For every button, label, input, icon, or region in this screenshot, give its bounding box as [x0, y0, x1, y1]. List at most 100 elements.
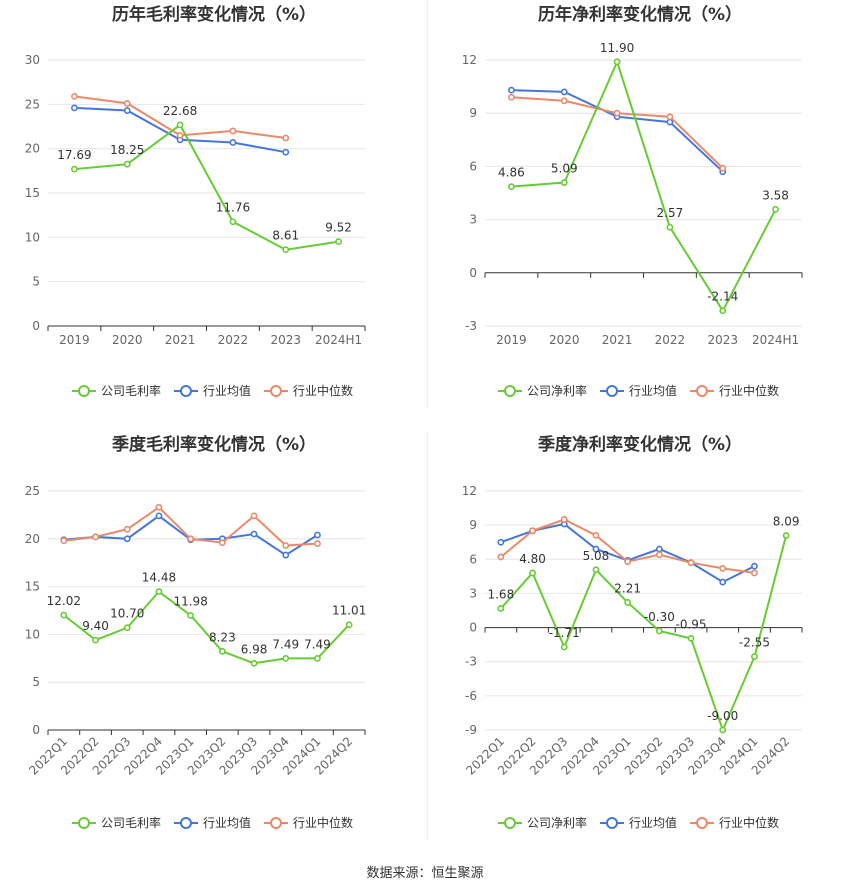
data-point-median — [155, 503, 163, 511]
data-label: -2.55 — [739, 636, 770, 650]
data-point-avg — [250, 530, 258, 538]
data-point-avg — [560, 88, 568, 96]
data-point-company — [782, 532, 790, 539]
data-point-company — [560, 179, 568, 186]
legend-swatch-marker — [504, 385, 516, 397]
legend-label: 行业中位数 — [719, 383, 779, 398]
data-point-company — [123, 624, 131, 632]
data-point-avg — [155, 512, 163, 520]
chart-panel-2: 季度毛利率变化情况（%）05101520252022Q12022Q22022Q3… — [25, 434, 367, 830]
data-point-company — [60, 611, 68, 619]
data-point-company — [92, 636, 99, 644]
data-label: 9.52 — [325, 221, 352, 235]
legend-swatch-marker — [78, 817, 90, 829]
x-tick-label: 2021 — [165, 333, 196, 347]
data-point-company — [508, 183, 515, 191]
legend-median[interactable]: 行业中位数 — [264, 383, 353, 398]
y-tick-label: 6 — [469, 552, 477, 566]
data-point-median — [250, 512, 258, 520]
x-tick-label: 2019 — [59, 333, 90, 347]
legend-swatch-marker — [270, 817, 282, 829]
x-tick-label: 2019 — [496, 333, 527, 347]
data-point-company — [772, 205, 779, 213]
y-tick-label: 0 — [32, 723, 40, 737]
data-point-company — [71, 165, 78, 173]
data-point-median — [218, 539, 226, 547]
data-point-median — [282, 134, 290, 142]
legend-company[interactable]: 公司净利率 — [498, 815, 587, 830]
legend-company[interactable]: 公司毛利率 — [72, 383, 161, 398]
y-tick-label: 6 — [469, 159, 477, 173]
data-point-company — [250, 659, 258, 667]
legend-avg[interactable]: 行业均值 — [600, 815, 677, 830]
legend-swatch-marker — [504, 817, 516, 829]
legend-label: 行业中位数 — [293, 383, 353, 398]
data-point-company — [155, 588, 163, 595]
legend-median[interactable]: 行业中位数 — [264, 815, 353, 830]
data-point-median — [592, 531, 600, 539]
data-label: 11.76 — [216, 201, 250, 215]
data-point-median — [529, 527, 536, 535]
legend-company[interactable]: 公司净利率 — [498, 383, 587, 398]
y-tick-label: 9 — [469, 518, 477, 532]
legend-label: 公司毛利率 — [101, 383, 161, 398]
chart-title: 历年净利率变化情况（%） — [538, 4, 742, 25]
data-label: 8.61 — [272, 229, 299, 243]
data-point-company — [666, 223, 674, 231]
data-point-avg — [655, 545, 663, 553]
data-label: 18.25 — [110, 143, 144, 157]
legend-median[interactable]: 行业中位数 — [690, 383, 779, 398]
data-label: 12.02 — [47, 594, 81, 608]
legend-swatch-marker — [78, 385, 90, 397]
data-point-median — [655, 551, 663, 559]
y-tick-label: 10 — [25, 230, 40, 244]
legend-avg[interactable]: 行业均值 — [174, 815, 251, 830]
data-label: 8.09 — [773, 514, 800, 528]
legend-swatch-marker — [180, 817, 192, 829]
x-tick-label: 2022 — [218, 333, 249, 347]
data-point-company — [719, 307, 727, 315]
legend-median[interactable]: 行业中位数 — [690, 815, 779, 830]
data-point-avg — [508, 86, 515, 94]
data-label: -1.71 — [549, 626, 580, 640]
series-line-company — [511, 58, 777, 313]
data-point-median — [508, 93, 515, 101]
x-tick-label: 2020 — [112, 333, 143, 347]
data-label: 11.01 — [332, 604, 366, 618]
data-label: 7.49 — [272, 637, 299, 651]
y-tick-label: 0 — [469, 266, 477, 280]
series-line-median — [511, 96, 724, 169]
legend-swatch-marker — [696, 385, 708, 397]
data-point-avg — [719, 578, 727, 586]
legend-swatch-marker — [606, 817, 618, 829]
data-point-median — [123, 100, 131, 107]
legend-avg[interactable]: 行业均值 — [174, 383, 251, 398]
y-tick-label: 15 — [25, 186, 40, 200]
series-line-avg — [511, 89, 724, 173]
x-tick-label: 2024H1 — [752, 333, 799, 347]
legend-avg[interactable]: 行业均值 — [600, 383, 677, 398]
data-label: 5.08 — [583, 549, 610, 563]
legend-company[interactable]: 公司毛利率 — [72, 815, 161, 830]
data-point-avg — [666, 118, 674, 126]
data-label: 6.98 — [241, 642, 268, 656]
series-line-company — [500, 535, 788, 733]
legend-label: 行业均值 — [203, 815, 251, 830]
data-point-median — [314, 540, 321, 547]
data-point-company — [345, 621, 353, 629]
data-label: 5.09 — [551, 162, 578, 176]
legend-label: 行业中位数 — [719, 815, 779, 830]
data-point-avg — [71, 104, 78, 112]
data-point-median — [60, 537, 68, 545]
legend-label: 公司净利率 — [527, 383, 587, 398]
data-point-median — [282, 542, 290, 549]
chart-panel-0: 历年毛利率变化情况（%） 0 5 10 15 20 25 30 2019 2020 2021 2022… — [25, 4, 366, 398]
data-label: -0.95 — [676, 617, 707, 631]
data-point-company — [529, 569, 536, 577]
legend-label: 行业均值 — [203, 383, 251, 398]
data-point-company — [497, 605, 505, 612]
chart-title: 季度毛利率变化情况（%） — [112, 434, 316, 455]
data-point-company — [123, 160, 131, 168]
y-tick-label: 3 — [469, 586, 477, 600]
